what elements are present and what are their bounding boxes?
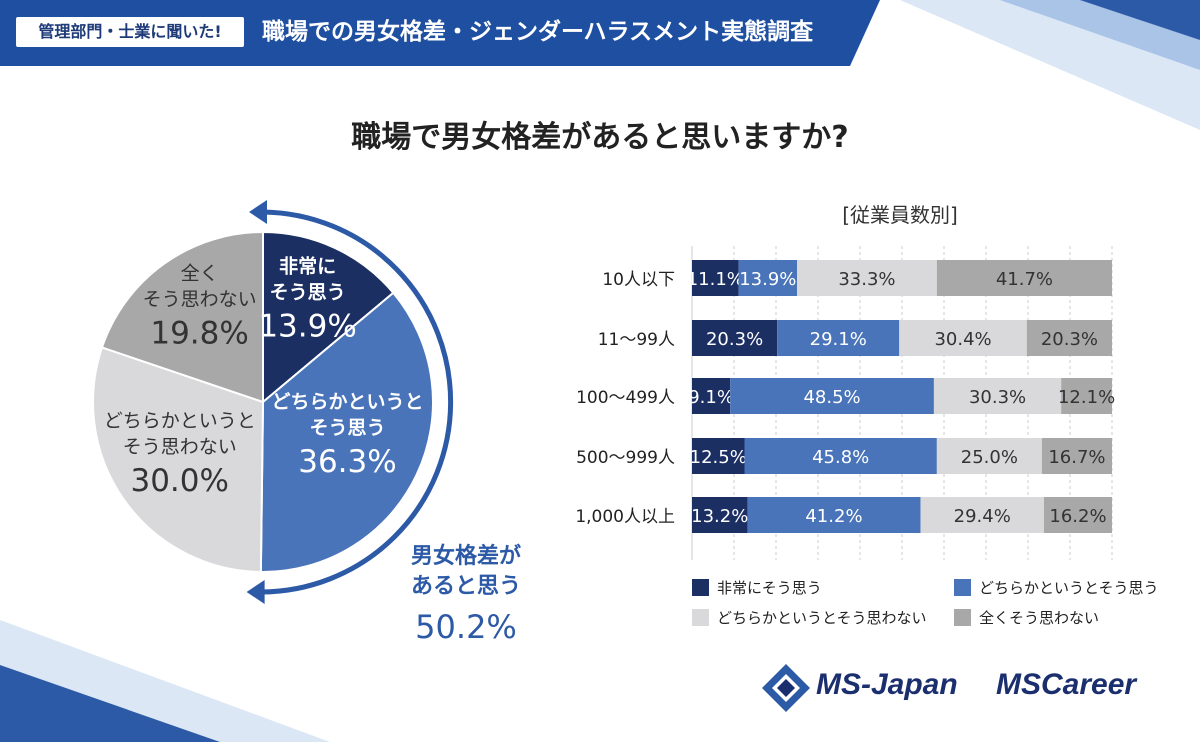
bar-segment [797, 260, 937, 296]
arrow-head-icon [246, 579, 265, 604]
category-label: 500〜999人 [576, 448, 675, 468]
bar-data-label: 13.9% [739, 269, 796, 290]
bar-data-label: 29.1% [810, 329, 867, 350]
legend-swatch [692, 579, 709, 596]
bar-data-label: 41.7% [996, 269, 1053, 290]
legend-label: どちらかというとそう思わない [717, 609, 927, 627]
bar-data-label: 30.3% [969, 387, 1026, 408]
pie-slice-value: 36.3% [298, 444, 396, 480]
pie-slice-name: どちらかというと [271, 391, 423, 413]
bar-data-label: 29.4% [954, 506, 1011, 527]
ms-japan-logo-text: MS-Japan [816, 668, 958, 701]
ms-japan-logo: MS-Japan [760, 662, 980, 712]
ms-career-logo: MSCareer [996, 668, 1137, 701]
bar-segment [1026, 320, 1112, 356]
bar-segment [777, 320, 900, 356]
legend-label: 非常にそう思う [717, 579, 822, 597]
bar-chart-title: [従業員数別] [842, 203, 958, 227]
bar-data-label: 13.2% [691, 506, 748, 527]
bar-segment [747, 497, 921, 533]
bar-data-label: 33.3% [838, 269, 895, 290]
bar-segment [936, 438, 1042, 474]
header-tag: 管理部門・士業に聞いた! [16, 17, 244, 47]
legend-swatch [692, 609, 709, 626]
bar-segment [1061, 378, 1112, 414]
pie-slice-name: 全く [181, 263, 219, 285]
bar-data-label: 25.0% [961, 447, 1018, 468]
summary-arrow-arc [260, 209, 454, 595]
summary-value: 50.2% [415, 608, 517, 646]
bar-segment [899, 320, 1027, 356]
bar-data-label: 20.3% [706, 329, 763, 350]
pie-slice-value: 13.9% [258, 308, 356, 344]
legend-item: 全くそう思わない [954, 606, 1099, 630]
bar-segment [730, 378, 934, 414]
header-title: 職場での男女格差・ジェンダーハラスメント実態調査 [262, 19, 814, 45]
category-label: 10人以下 [602, 270, 675, 290]
pie-slice-value: 19.8% [150, 316, 248, 352]
bar-segment [1043, 497, 1112, 533]
bar-data-label: 12.5% [690, 447, 747, 468]
bar-segment [692, 438, 745, 474]
pie-slice-name: そう思わない [143, 289, 257, 311]
bar-segment [1041, 438, 1112, 474]
pie-slice [259, 291, 435, 573]
pie-slice-name: どちらかというと [104, 410, 256, 432]
bar-segment [933, 378, 1062, 414]
category-label: 11〜99人 [598, 330, 675, 350]
bar-data-label: 48.5% [803, 387, 860, 408]
bar-data-label: 45.8% [812, 447, 869, 468]
bar-segment [744, 438, 937, 474]
legend-label: 全くそう思わない [979, 609, 1100, 627]
legend-swatch [954, 609, 971, 626]
legend-swatch [954, 579, 971, 596]
legend-item: どちらかというとそう思う [954, 576, 1159, 600]
category-label: 100〜499人 [576, 388, 675, 408]
legend: 非常にそう思う どちらかというとそう思う どちらかというとそう思わない 全くそう… [692, 576, 1172, 636]
bar-segment [692, 497, 748, 533]
bar-segment [936, 260, 1112, 296]
pie-slice-name: そう思わない [123, 436, 237, 458]
bar-data-label: 16.7% [1048, 447, 1105, 468]
pie-slice [262, 230, 395, 405]
bar-segment [920, 497, 1044, 533]
pie-slice [92, 346, 265, 574]
bar-data-label: 11.1% [687, 269, 744, 290]
question-title: 職場で男女格差があると思いますか? [351, 120, 849, 155]
legend-item: どちらかというとそう思わない [692, 606, 927, 630]
bar-segment [738, 260, 797, 296]
bar-data-label: 41.2% [805, 506, 862, 527]
bar-data-label: 12.1% [1058, 387, 1115, 408]
summary-line2: あると思う [411, 574, 521, 599]
pie-slice-value: 30.0% [130, 463, 228, 499]
category-label: 1,000人以上 [575, 507, 675, 527]
bar-chart: 10人以下 11.1%13.9% 33.3% 41.7% 11〜99人 20.3% 29.1… [575, 260, 1115, 533]
pie-slice-name: そう思う [270, 281, 346, 303]
bar-data-label: 20.3% [1041, 329, 1098, 350]
bar-segment [692, 260, 739, 296]
ms-japan-emblem-icon [762, 664, 810, 712]
pie-slice-name: そう思う [309, 417, 385, 439]
summary-line1: 男女格差が [411, 543, 521, 569]
bar-data-label: 9.1% [688, 387, 734, 408]
arrow-head-icon [249, 200, 267, 224]
pie-slice-name: 非常に [279, 254, 336, 277]
legend-item: 非常にそう思う [692, 576, 822, 600]
pie-labels: 非常にそう思う13.9%どちらかというとそう思う36.3%どちらかというとそう思… [104, 254, 424, 498]
pie-chart [92, 230, 435, 574]
legend-label: どちらかというとそう思う [979, 579, 1159, 597]
bar-data-label: 16.2% [1049, 506, 1106, 527]
pie-slice [100, 230, 264, 404]
bar-segment [692, 320, 778, 356]
bar-segment [692, 378, 731, 414]
bar-data-label: 30.4% [934, 329, 991, 350]
